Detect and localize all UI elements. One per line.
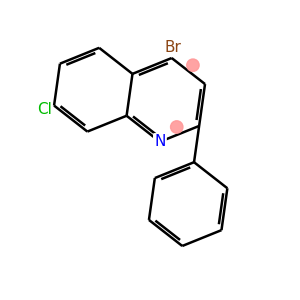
Text: N: N — [154, 134, 166, 149]
Circle shape — [171, 121, 183, 133]
Text: Cl: Cl — [37, 102, 52, 117]
Text: Br: Br — [165, 40, 182, 55]
Circle shape — [187, 59, 199, 71]
